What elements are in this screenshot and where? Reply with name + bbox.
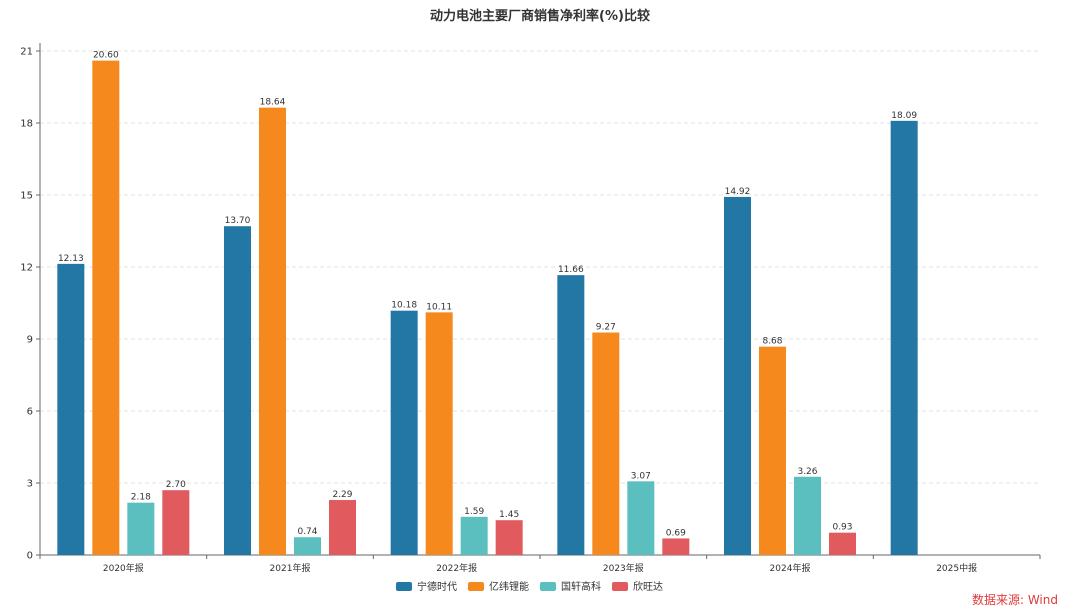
y-tick-label: 9 — [27, 335, 33, 346]
data-label: 20.60 — [93, 51, 119, 61]
data-label: 11.66 — [558, 265, 584, 275]
bar — [724, 196, 751, 556]
x-tick-label: 2023年报 — [603, 562, 644, 574]
bar — [224, 226, 251, 555]
x-tick-label: 2025中报 — [936, 562, 977, 574]
legend-swatch — [540, 582, 556, 591]
grid — [40, 50, 1040, 484]
data-label: 1.45 — [499, 510, 519, 520]
data-label: 10.11 — [426, 302, 452, 312]
x-tick-label: 2020年报 — [103, 562, 144, 574]
data-label: 2.29 — [332, 490, 352, 500]
data-label: 2.70 — [166, 480, 186, 490]
legend-label: 亿纬锂能 — [489, 580, 529, 593]
data-label: 3.07 — [631, 471, 651, 481]
data-label: 0.74 — [297, 527, 317, 537]
bar — [329, 500, 356, 555]
legend-swatch — [396, 582, 412, 591]
y-tick-label: 21 — [20, 47, 33, 58]
data-label: 18.64 — [260, 98, 286, 108]
bars — [57, 60, 918, 556]
y-tick-label: 3 — [27, 479, 33, 490]
x-tick-label: 2021年报 — [270, 562, 311, 574]
data-label: 12.13 — [58, 254, 84, 264]
x-tick-label: 2024年报 — [770, 562, 811, 574]
bar — [425, 312, 453, 555]
bar — [92, 60, 120, 555]
data-label: 8.68 — [762, 337, 782, 347]
source-note: 数据来源: Wind — [972, 592, 1058, 607]
bar — [495, 520, 523, 555]
data-label: 9.27 — [596, 323, 616, 333]
bar — [890, 120, 918, 555]
data-label: 18.09 — [891, 111, 917, 121]
chart-title: 动力电池主要厂商销售净利率(%)比较 — [430, 8, 650, 24]
legend-label: 欣旺达 — [633, 580, 663, 593]
data-label: 0.93 — [832, 523, 852, 533]
y-tick-label: 18 — [20, 119, 33, 130]
bar — [627, 481, 655, 555]
y-tick-label: 0 — [27, 551, 33, 562]
bar — [460, 516, 488, 555]
bar — [294, 537, 321, 555]
data-label: 13.70 — [225, 216, 251, 226]
bar — [794, 476, 821, 555]
bar — [390, 310, 418, 555]
bar — [162, 490, 190, 555]
data-label: 14.92 — [725, 187, 751, 197]
x-tick-label: 2022年报 — [436, 562, 477, 574]
y-tick-label: 12 — [20, 263, 33, 274]
bar — [829, 532, 856, 555]
data-label: 10.18 — [391, 301, 417, 311]
data-label: 2.18 — [131, 493, 151, 503]
y-tick-label: 6 — [27, 407, 33, 418]
legend-swatch — [468, 582, 484, 591]
data-labels: 12.13 13.70 10.18 11.66 14.92 18.09 20.60 18.64… — [58, 51, 917, 539]
x-axis: 2020年报 2021年报 2022年报 2023年报 2024年报 2025中报 — [39, 554, 1041, 574]
bar — [759, 346, 786, 555]
bar — [557, 275, 585, 555]
legend-swatch — [612, 582, 628, 591]
bar — [662, 538, 690, 555]
legend-label: 国轩高科 — [561, 580, 601, 593]
legend: 宁德时代 亿纬锂能 国轩高科 欣旺达 — [396, 580, 663, 593]
bar — [592, 332, 620, 555]
y-tick-label: 15 — [20, 191, 33, 202]
data-label: 0.69 — [666, 528, 686, 538]
bar — [57, 263, 85, 555]
y-axis: 0 3 6 9 12 15 18 21 — [20, 43, 41, 562]
legend-label: 宁德时代 — [417, 580, 457, 593]
data-label: 1.59 — [464, 507, 484, 517]
bar — [127, 502, 155, 555]
bar — [259, 107, 286, 555]
data-label: 3.26 — [797, 467, 817, 477]
